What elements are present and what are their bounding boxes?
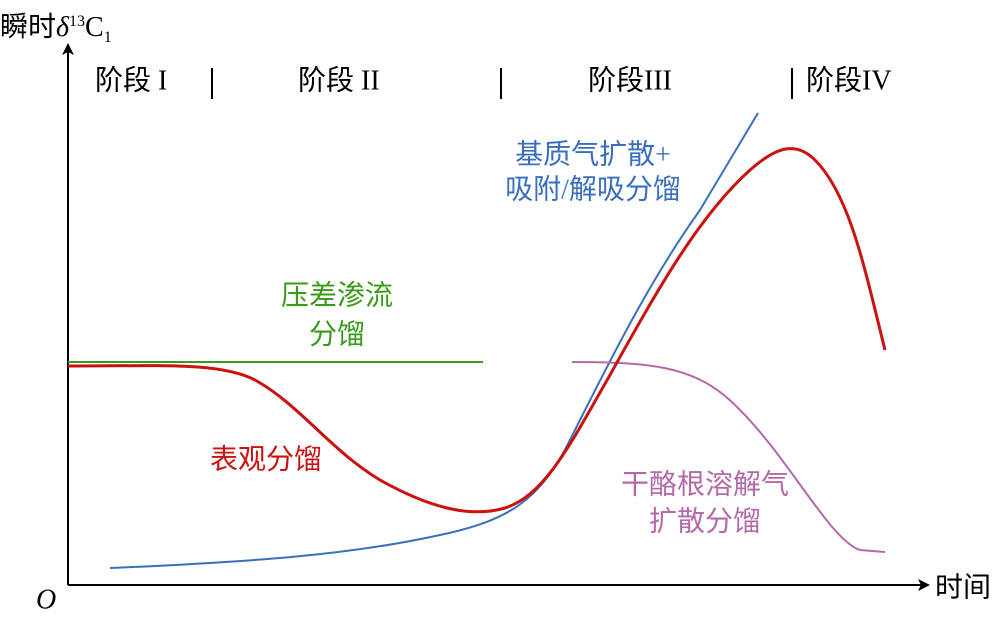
curve-label: 吸附/解吸分馏 (505, 173, 681, 205)
stage-label: 阶段 II (298, 64, 380, 96)
y-label-sup: 13 (69, 13, 85, 30)
origin-label: O (36, 584, 56, 615)
curve-label: 扩散分馏 (649, 505, 761, 537)
curve-label: 干酪根溶解气 (621, 468, 789, 500)
curve-label: 分馏 (309, 318, 365, 350)
stage-label: 阶段 I (95, 64, 167, 96)
curve-label: 表观分馏 (210, 443, 322, 475)
curve-label: 基质气扩散+ (515, 138, 671, 170)
y-axis-label: 瞬时δ13C1 (0, 11, 112, 45)
y-label-prefix: 瞬时 (0, 11, 56, 43)
x-axis-label: 时间 (935, 571, 991, 603)
stage-label: 阶段IV (806, 64, 892, 96)
matrix-diffusion-curve (109, 112, 759, 569)
curve-label: 压差渗流 (281, 279, 393, 311)
y-label-symbol: δ (56, 12, 70, 43)
y-label-sub: 1 (104, 29, 112, 46)
stage-label: 阶段III (588, 64, 672, 96)
kerogen-diffusion-curve (571, 361, 886, 553)
apparent-fractionation-curve (67, 147, 887, 514)
y-label-main: C (85, 12, 104, 43)
